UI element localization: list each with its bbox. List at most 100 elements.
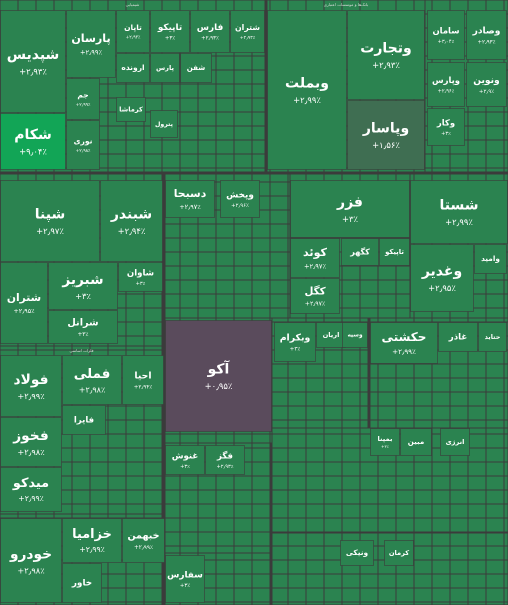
stock-cell: وکار +۳٪ xyxy=(427,108,465,146)
cell-box xyxy=(220,180,260,218)
stock-cell: شتران +۲٫۹۳٪ xyxy=(230,10,265,53)
stock-change: +۳٪ xyxy=(136,281,146,287)
stock-name: وامید xyxy=(481,254,500,263)
stock-change: +۲٫۹۷٪ xyxy=(305,301,325,308)
stock-change: +۲٫۹۳٪ xyxy=(201,36,219,42)
stock-cell: شکام +۹٫۰۴٪ xyxy=(0,113,66,170)
cell-box xyxy=(122,355,164,405)
stock-cell: حکشتی +۲٫۹۹٪ xyxy=(370,322,438,364)
stock-change: +۲٫۹۳٪ xyxy=(19,67,47,77)
stock-name: وبکرام xyxy=(280,332,311,343)
cell-box xyxy=(474,244,507,274)
cell-box xyxy=(384,540,414,566)
stock-name: فگز xyxy=(216,451,233,462)
cell-box xyxy=(122,518,165,563)
stock-cell: احیا +۲٫۹۴٪ xyxy=(122,355,164,405)
stock-name: انرژی xyxy=(446,438,465,446)
stock-name: مبین xyxy=(408,437,425,446)
stock-cell: مبین xyxy=(400,428,432,456)
stock-cell: وغدیر +۲٫۹۵٪ xyxy=(410,244,474,312)
stock-cell: خودرو +۲٫۹۸٪ xyxy=(0,518,62,603)
stock-cell: شفن xyxy=(180,53,212,83)
stock-name: شپنا xyxy=(35,207,65,223)
stock-name: تاپان xyxy=(124,23,142,32)
stock-name: وغدیر xyxy=(421,264,462,280)
sector: دسبحا +۲٫۹۷٪ وپخش +۲٫۹۶٪ xyxy=(165,174,290,318)
stock-name: شاوان xyxy=(127,269,154,279)
stock-cell: وپاسار +۱٫۵۶٪ xyxy=(347,100,425,170)
stock-change: +۲٫۹۹٪ xyxy=(79,545,105,554)
stock-change: +۲٫۹۷٪ xyxy=(179,203,201,211)
stock-cell: فایرا xyxy=(62,405,106,435)
sector: آکو +۰٫۹۵٪ xyxy=(165,318,272,443)
stock-name: اریان xyxy=(323,331,340,339)
stock-name: کرمان xyxy=(389,549,409,557)
stock-name: ونوین xyxy=(473,76,499,86)
stock-name: خودرو xyxy=(9,546,52,562)
stock-change: +۲٫۹۵٪ xyxy=(13,307,35,315)
cell-box xyxy=(190,10,230,53)
stock-cell: شپنا +۲٫۹۷٪ xyxy=(0,180,100,262)
stock-name: خبهمن xyxy=(127,531,159,542)
stock-change: +۲٫۹۹٪ xyxy=(392,347,416,356)
stock-name: فملی xyxy=(74,367,111,382)
stock-name: شرانل xyxy=(67,318,98,329)
stock-name: وپارس xyxy=(432,75,460,86)
stock-name: سفارس xyxy=(167,571,203,581)
cell-box xyxy=(150,53,180,83)
stock-cell: تاپان +۲٫۹۳٪ xyxy=(116,10,150,53)
stock-change: +۳٪ xyxy=(381,444,389,449)
cell-box xyxy=(274,322,316,362)
cell-box xyxy=(48,262,118,310)
cell-box xyxy=(0,355,62,417)
stock-change: +۱٫۵۶٪ xyxy=(372,140,400,150)
stock-name: وپاسار xyxy=(362,121,409,137)
stock-change: +۳٪ xyxy=(441,131,451,137)
stock-name: وسپه xyxy=(347,333,363,339)
cell-box xyxy=(62,563,102,603)
cell-box xyxy=(0,467,62,512)
stock-change: +۳٪ xyxy=(290,347,301,353)
stock-name: غنوش xyxy=(172,452,199,462)
cell-box xyxy=(66,78,100,120)
stock-cell: فارس +۲٫۹۳٪ xyxy=(190,10,230,53)
stock-change: +۲٫۹۹٪ xyxy=(445,217,473,227)
cell-box xyxy=(116,97,146,122)
cell-box xyxy=(0,262,48,344)
stock-name: نوری xyxy=(74,137,93,146)
stock-name: فایرا xyxy=(74,416,94,426)
sector-title: بانک‌ها و موسسات اعتباری xyxy=(324,2,368,7)
stock-name: دسبحا xyxy=(174,187,207,200)
stock-cell: وامید xyxy=(474,244,507,274)
stock-name: شتران xyxy=(235,23,260,32)
stock-name: شتران xyxy=(7,291,41,304)
stock-change: +۲٫۹٪ xyxy=(479,89,494,95)
stock-change: +۲٫۹۹٪ xyxy=(76,102,92,108)
stock-name: کرماشا xyxy=(119,106,143,114)
stock-name: آکو xyxy=(207,360,231,378)
cell-box xyxy=(0,518,62,603)
cell-box xyxy=(347,10,425,100)
stock-cell: وپخش +۲٫۹۶٪ xyxy=(220,180,260,218)
cell-box xyxy=(370,322,438,364)
stock-cell: فزر +۳٪ xyxy=(290,180,410,238)
stock-change: +۳٪ xyxy=(342,214,358,224)
sector-title: شیمیایی xyxy=(126,2,140,7)
stock-change: +۲٫۹۸٪ xyxy=(17,447,44,457)
stock-name: غاذر xyxy=(448,333,467,343)
cell-box xyxy=(0,10,66,113)
stock-name: کگل xyxy=(304,284,325,297)
cell-box xyxy=(165,180,215,218)
sector: غنوش +۳٪ فگز +۲٫۹۳٪ xyxy=(165,443,270,553)
stock-change: +۲٫۹۹٪ xyxy=(293,95,321,105)
cell-box xyxy=(341,238,379,266)
cell-box xyxy=(466,62,507,107)
stock-cell: شاوان +۳٪ xyxy=(118,262,163,292)
stock-name: بمپنا xyxy=(378,435,393,443)
cell-box xyxy=(230,10,265,53)
stock-change: +۲٫۹۴٪ xyxy=(118,226,146,236)
stock-cell: کگل +۲٫۹۷٪ xyxy=(290,278,340,314)
stock-cell: ونیکی xyxy=(340,540,374,566)
stock-change: +۲٫۹۶٪ xyxy=(231,203,249,209)
cell-box xyxy=(316,322,346,348)
